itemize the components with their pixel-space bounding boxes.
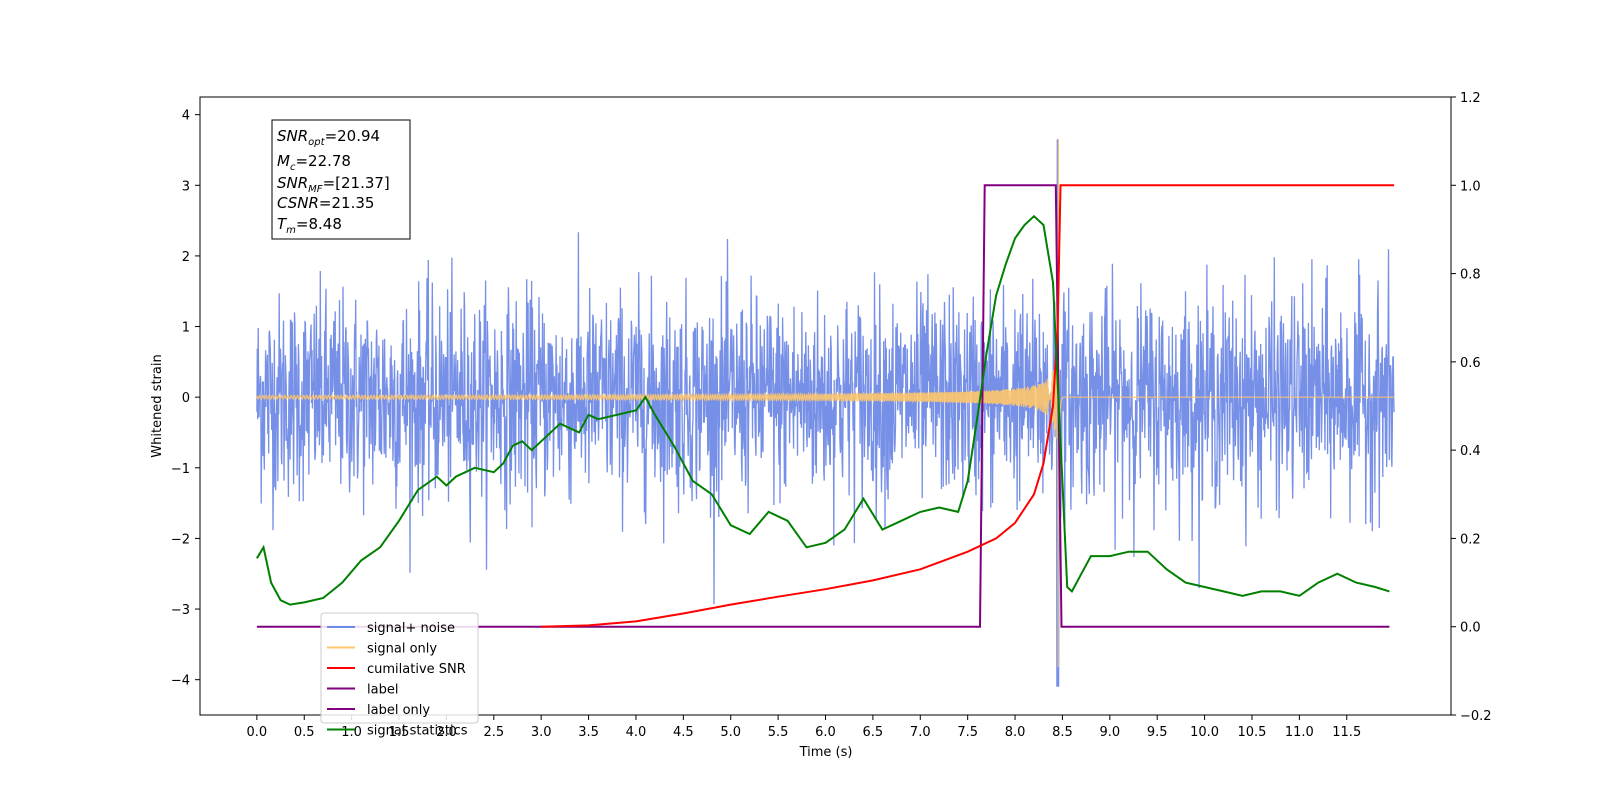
legend-label: signal only	[367, 642, 437, 657]
y-axis-left: 4 3 2 1 0 −1 −2 −3 −4	[171, 109, 200, 689]
x-tick-label: 2.0	[436, 725, 457, 740]
y-tick-label: 2	[182, 250, 190, 265]
legend-label: signal statistics	[367, 724, 468, 739]
y2-tick-label: 0.8	[1460, 268, 1481, 283]
x-axis: 0.0 0.5 1.0 1.5 2.0 2.5 3.0 3.5 4.0 4.5 5.0 5.5 6.0 6…	[247, 715, 1361, 740]
legend-frame	[320, 612, 479, 724]
y-tick-label: 3	[182, 179, 190, 194]
x-tick-label: 7.5	[957, 725, 978, 740]
annotation-snr-mf: SNRMF=[21.37]	[277, 174, 390, 195]
annotation-snr-opt-value: 20.94	[337, 127, 380, 145]
x-tick-label: 0.0	[247, 725, 268, 740]
x-tick-label: 2.5	[483, 725, 504, 740]
series-cumulative-snr	[541, 184, 1395, 628]
legend-label: signal+ noise	[367, 621, 455, 636]
y2-tick-label: 0.4	[1460, 444, 1481, 459]
legend: signal+ noise signal only cumilative SNR la…	[320, 612, 479, 739]
y2-tick-label: −0.2	[1460, 709, 1492, 724]
legend-label: label	[367, 683, 398, 698]
x-tick-label: 4.0	[626, 725, 647, 740]
annotation-frame	[271, 119, 411, 240]
annotation-snr-mf-value: [21.37]	[335, 174, 390, 192]
x-tick-label: 0.5	[294, 725, 315, 740]
x-tick-label: 10.5	[1238, 725, 1267, 740]
x-tick-label: 1.0	[341, 725, 362, 740]
series-label	[256, 184, 1390, 628]
series-signal-only	[256, 138, 1395, 668]
y-tick-label: −3	[171, 603, 190, 618]
legend-label: cumilative SNR	[367, 662, 466, 677]
y-tick-label: 0	[182, 391, 190, 406]
y-axis-right: 1.2 1.0 0.8 0.6 0.4 0.2 0.0 −0.2	[1451, 91, 1492, 724]
annotation-box: SNRopt=20.94 Mc=22.78 SNRMF=[21.37] CSNR…	[271, 119, 411, 240]
y2-tick-label: 1.0	[1460, 179, 1481, 194]
annotation-snr-opt: SNRopt=20.94	[277, 127, 380, 148]
x-tick-label: 6.5	[863, 725, 884, 740]
y-axis-label: Whitened strain	[150, 354, 165, 457]
y-tick-label: −2	[171, 532, 190, 547]
series-signal-statistics	[256, 214, 1390, 606]
annotation-mc: Mc=22.78	[277, 152, 351, 173]
series-signal-noise	[256, 139, 1395, 687]
y2-tick-label: 0.6	[1460, 356, 1481, 371]
legend-label: label only	[367, 703, 430, 718]
x-tick-label: 7.0	[910, 725, 931, 740]
x-tick-label: 5.5	[768, 725, 789, 740]
y-tick-label: 4	[182, 109, 190, 124]
x-tick-label: 3.0	[531, 725, 552, 740]
x-tick-label: 1.5	[389, 725, 410, 740]
y2-tick-label: 0.0	[1460, 621, 1481, 636]
y2-tick-label: 0.2	[1460, 532, 1481, 547]
x-tick-label: 6.0	[815, 725, 836, 740]
annotation-csnr: CSNR=21.35	[277, 194, 374, 212]
annotation-mc-value: 22.78	[308, 152, 351, 170]
x-tick-label: 11.5	[1332, 725, 1361, 740]
x-tick-label: 8.5	[1052, 725, 1073, 740]
y-tick-label: −4	[171, 674, 190, 689]
annotation-tm: Tm=8.48	[277, 215, 342, 236]
x-tick-label: 4.5	[673, 725, 694, 740]
y-tick-label: −1	[171, 462, 190, 477]
series-layer	[256, 138, 1395, 687]
x-axis-label: Time (s)	[799, 745, 853, 760]
x-tick-label: 10.0	[1190, 725, 1219, 740]
x-tick-label: 9.0	[1099, 725, 1120, 740]
annotation-csnr-value: 21.35	[332, 194, 375, 212]
x-tick-label: 5.0	[720, 725, 741, 740]
y2-tick-label: 1.2	[1460, 91, 1481, 106]
y-tick-label: 1	[182, 321, 190, 336]
x-tick-label: 3.5	[578, 725, 599, 740]
x-tick-label: 9.5	[1147, 725, 1168, 740]
x-tick-label: 8.0	[1005, 725, 1026, 740]
annotation-tm-value: 8.48	[309, 215, 342, 233]
x-tick-label: 11.0	[1285, 725, 1314, 740]
